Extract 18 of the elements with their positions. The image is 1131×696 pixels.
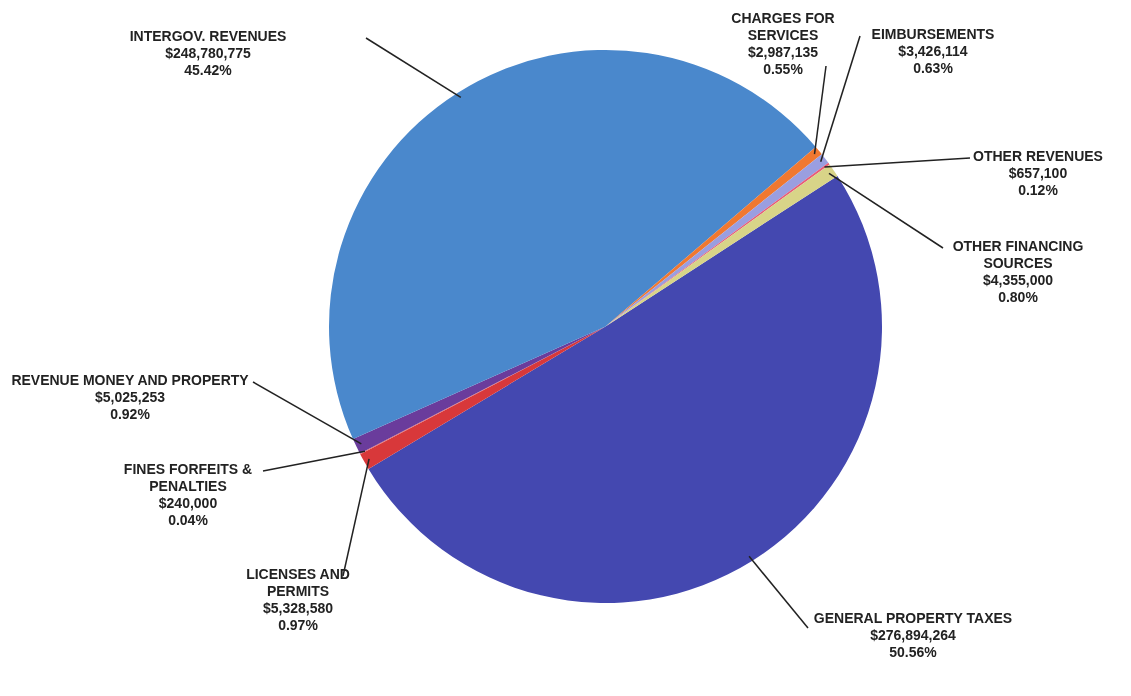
slice-label: OTHER FINANCING SOURCES bbox=[952, 237, 1084, 271]
slice-label: GENERAL PROPERTY TAXES bbox=[813, 609, 1013, 626]
slice-label: REVENUE MONEY AND PROPERTY bbox=[11, 371, 250, 388]
data-label: $276,894,264 50.56% bbox=[870, 626, 957, 660]
data-label: $5,328,580 0.97% bbox=[262, 599, 334, 633]
slice-label: EIMBURSEMENTS bbox=[871, 25, 995, 42]
data-label: $5,025,253 0.92% bbox=[94, 388, 166, 422]
data-label: $3,426,114 0.63% bbox=[898, 42, 968, 76]
data-label: $657,100 0.12% bbox=[1008, 164, 1068, 198]
data-label: $4,355,000 0.80% bbox=[982, 271, 1054, 305]
slice-label: CHARGES FOR SERVICES bbox=[731, 9, 835, 43]
data-label: $2,987,135 0.55% bbox=[747, 43, 819, 77]
slice-label: FINES FORFEITS & PENALTIES bbox=[123, 460, 253, 494]
slice-label: LICENSES AND PERMITS bbox=[246, 565, 350, 599]
data-label: $248,780,775 45.42% bbox=[165, 44, 252, 78]
data-label: $240,000 0.04% bbox=[158, 494, 218, 528]
slice-label: OTHER REVENUES bbox=[973, 147, 1103, 164]
slice-label: INTERGOV. REVENUES bbox=[129, 27, 287, 44]
